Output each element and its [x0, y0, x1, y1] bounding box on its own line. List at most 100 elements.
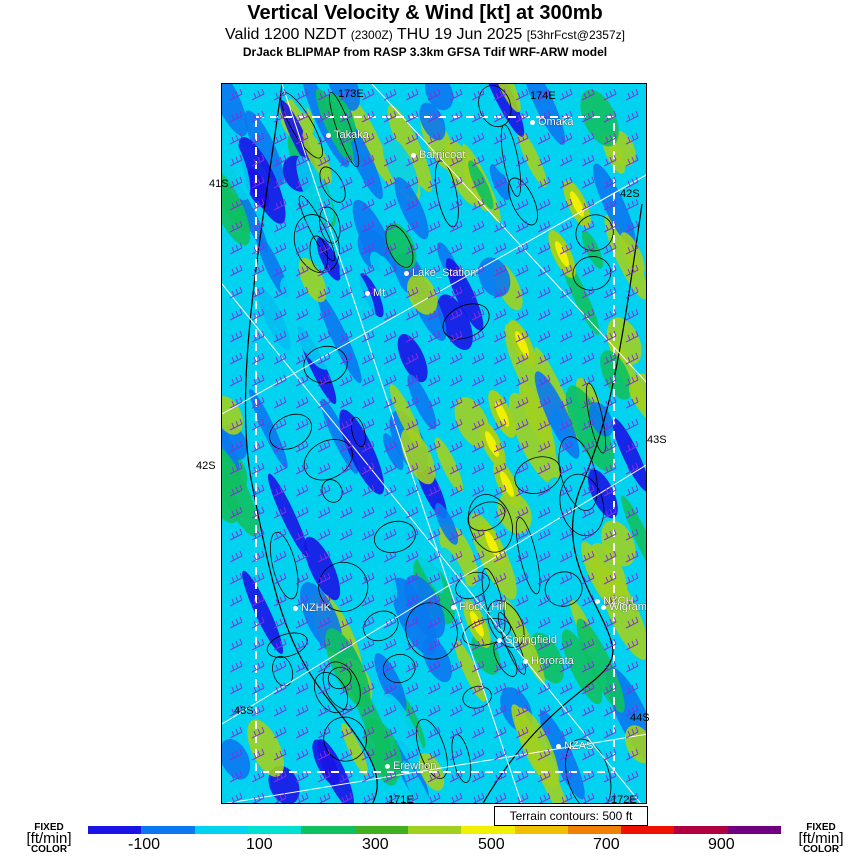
strong-updraft-cell: [495, 401, 509, 427]
wind-barb: [537, 770, 551, 783]
wind-barb: [229, 594, 243, 607]
colorbar-label: 700: [593, 836, 620, 853]
wind-barb: [361, 308, 375, 321]
wind-barb: [339, 704, 353, 717]
wind-barb: [515, 528, 529, 541]
grid-label-right-3: 44S: [630, 712, 650, 724]
vertical-velocity-cell: [349, 513, 398, 604]
vertical-velocity-cell: [302, 129, 332, 185]
wind-barb: [581, 308, 595, 321]
wind-barb: [273, 198, 287, 211]
wind-barb: [515, 132, 529, 145]
grid-label-top-1: 173E: [338, 88, 364, 100]
wind-barb: [449, 660, 463, 673]
wind-barb: [471, 132, 485, 145]
wind-barb: [449, 418, 463, 431]
terrain-contour: [327, 666, 352, 690]
wind-barb: [559, 220, 573, 233]
wind-barb: [559, 484, 573, 497]
wind-barb: [449, 242, 463, 255]
place-lake-station: Lake_Station: [404, 267, 476, 279]
wind-barb: [251, 572, 265, 585]
terrain-contour: [405, 602, 458, 660]
wind-barb: [625, 506, 639, 519]
wind-barb: [339, 220, 353, 233]
vertical-velocity-cell: [304, 536, 341, 601]
wind-barb: [251, 88, 265, 101]
wind-barb: [515, 572, 529, 585]
wind-barb: [537, 330, 551, 343]
wind-barb: [581, 726, 595, 739]
vertical-velocity-cell: [600, 350, 632, 400]
wind-barb: [339, 484, 353, 497]
wind-barb: [383, 462, 397, 475]
wind-barb: [559, 660, 573, 673]
vertical-velocity-cell: [601, 520, 636, 567]
vertical-velocity-cell: [222, 738, 251, 780]
terrain-contour: [415, 718, 448, 779]
wind-barb: [559, 748, 573, 761]
terrain-contour: [309, 235, 329, 273]
terrain-contour: [319, 166, 346, 203]
wind-barb: [581, 616, 595, 629]
valid-time-local: Valid 1200 NZDT: [225, 26, 347, 43]
wind-barb: [295, 132, 309, 145]
wind-barb: [229, 88, 243, 101]
wind-barb: [251, 176, 265, 189]
wind-barb: [493, 242, 507, 255]
wind-barb: [515, 726, 529, 739]
wind-barb: [340, 792, 353, 803]
place-omaka: Omaka: [530, 116, 573, 128]
wind-barb: [383, 506, 397, 519]
wind-barb: [339, 616, 353, 629]
wind-barb: [339, 176, 353, 189]
wind-barb: [383, 726, 397, 739]
wind-barb: [318, 792, 331, 803]
vertical-velocity-cell: [478, 257, 511, 298]
wind-barb: [559, 308, 573, 321]
wind-barb: [229, 308, 243, 321]
wind-barb: [515, 110, 529, 123]
wind-barb: [251, 704, 265, 717]
wind-barb: [361, 704, 375, 717]
wind-barb: [361, 440, 375, 453]
vertical-velocity-cell: [508, 392, 560, 485]
wind-barb: [251, 286, 265, 299]
wind-barb: [317, 198, 331, 211]
wind-barb: [295, 396, 309, 409]
wind-barb: [537, 242, 551, 255]
wind-barb: [361, 572, 375, 585]
wind-barb: [251, 132, 265, 145]
wind-barb: [471, 374, 485, 387]
vertical-velocity-cell: [434, 437, 463, 493]
wind-barb: [317, 572, 331, 585]
vertical-velocity-cell: [316, 237, 341, 281]
place-nzas: NZAS: [556, 740, 593, 752]
wind-barb: [449, 726, 463, 739]
wind-barb: [383, 484, 397, 497]
wind-barb: [493, 220, 507, 233]
wind-barb: [537, 198, 551, 211]
wind-barb: [559, 440, 573, 453]
wind-barb: [537, 550, 551, 563]
map-title: Vertical Velocity & Wind [kt] at 300mb: [247, 2, 603, 24]
wind-barb: [339, 198, 353, 211]
wind-barb: [515, 308, 529, 321]
wind-barb: [449, 682, 463, 695]
wind-barb: [559, 198, 573, 211]
wind-barb: [603, 770, 617, 783]
wind-barb: [427, 726, 441, 739]
wind-barb: [559, 396, 573, 409]
terrain-contour: [373, 520, 416, 553]
grid-label-bottom-1: 171E: [388, 794, 414, 804]
place-dot-icon: [411, 152, 416, 158]
wind-barb: [493, 660, 507, 673]
wind-barb: [273, 572, 287, 585]
wind-barb: [603, 330, 617, 343]
wind-barb: [625, 594, 639, 607]
wind-barb: [405, 352, 419, 365]
place-dot-icon: [601, 604, 606, 610]
wind-barb: [625, 220, 639, 233]
wind-barb: [273, 374, 287, 387]
wind-barb: [449, 638, 463, 651]
